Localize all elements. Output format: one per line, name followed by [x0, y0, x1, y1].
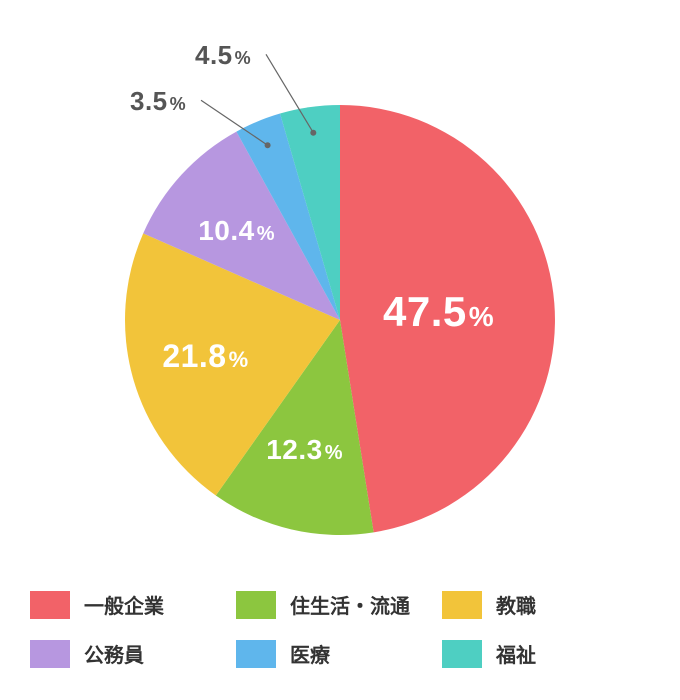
legend-swatch-living: [236, 591, 276, 619]
percent-sign: %: [229, 347, 249, 373]
percent-sign: %: [257, 223, 275, 246]
percent-sign: %: [170, 94, 186, 115]
slice-value-teaching: 21.8: [162, 338, 226, 375]
legend-item-medical: 医療: [236, 639, 442, 668]
legend-label-welfare: 福祉: [496, 639, 536, 668]
legend-label-civil: 公務員: [84, 639, 144, 668]
legend-item-teaching: 教職: [442, 590, 648, 619]
percent-sign: %: [325, 442, 343, 465]
slice-value-welfare: 4.5: [195, 40, 233, 71]
percent-sign: %: [235, 48, 251, 69]
legend-label-medical: 医療: [290, 639, 330, 668]
legend-label-living: 住生活・流通: [290, 590, 410, 619]
legend-label-teaching: 教職: [496, 590, 536, 619]
legend-label-general: 一般企業: [84, 590, 164, 619]
slice-value-civil: 10.4: [198, 215, 255, 247]
slice-label-living: 12.3%: [266, 434, 342, 466]
legend-item-general: 一般企業: [30, 590, 236, 619]
legend-swatch-welfare: [442, 640, 482, 668]
slice-label-civil: 10.4%: [198, 215, 274, 247]
slice-value-general: 47.5: [383, 288, 467, 336]
pie-chart-area: 47.5%12.3%21.8%10.4%3.5%4.5%: [0, 0, 680, 580]
legend: 一般企業 住生活・流通 教職公務員 医療 福祉: [30, 590, 650, 688]
legend-swatch-civil: [30, 640, 70, 668]
slice-label-medical: 3.5%: [130, 86, 186, 117]
legend-item-civil: 公務員: [30, 639, 236, 668]
slice-label-teaching: 21.8%: [162, 338, 248, 375]
pie-svg: [0, 0, 680, 580]
leader-dot-medical: [265, 142, 271, 148]
legend-swatch-general: [30, 591, 70, 619]
legend-swatch-medical: [236, 640, 276, 668]
leader-dot-welfare: [310, 130, 316, 136]
legend-swatch-teaching: [442, 591, 482, 619]
legend-item-living: 住生活・流通: [236, 590, 442, 619]
legend-item-welfare: 福祉: [442, 639, 648, 668]
chart-frame: 47.5%12.3%21.8%10.4%3.5%4.5% 一般企業住生活・流通教…: [0, 0, 680, 700]
percent-sign: %: [469, 301, 494, 333]
slice-label-general: 47.5%: [383, 288, 494, 336]
slice-label-welfare: 4.5%: [195, 40, 251, 71]
slice-value-living: 12.3: [266, 434, 323, 466]
slice-value-medical: 3.5: [130, 86, 168, 117]
